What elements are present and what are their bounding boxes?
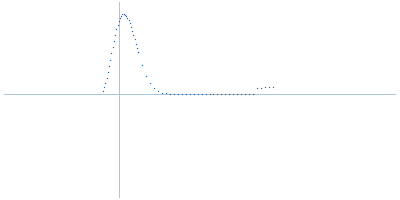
Point [125, 19, 132, 22]
Point [124, 16, 130, 19]
Point [218, 93, 224, 96]
Point [238, 93, 244, 96]
Point [105, 71, 111, 74]
Point [163, 92, 169, 95]
Point [135, 51, 142, 54]
Point [262, 86, 268, 89]
Point [147, 81, 153, 85]
Point [254, 87, 260, 90]
Point [108, 52, 115, 55]
Point [114, 23, 121, 26]
Point [155, 89, 161, 92]
Point [128, 25, 134, 29]
Point [130, 33, 137, 37]
Point [134, 47, 140, 50]
Point [202, 93, 209, 96]
Point [104, 76, 110, 80]
Point [132, 38, 138, 41]
Point [186, 93, 193, 96]
Point [234, 93, 240, 96]
Point [120, 12, 127, 16]
Point [135, 51, 142, 54]
Point [113, 28, 120, 31]
Point [101, 86, 107, 89]
Point [230, 93, 236, 96]
Point [117, 16, 123, 20]
Point [198, 93, 205, 96]
Point [182, 93, 189, 96]
Point [122, 13, 128, 16]
Point [171, 92, 177, 96]
Point [133, 42, 139, 45]
Point [100, 89, 106, 92]
Point [250, 93, 256, 96]
Point [106, 65, 112, 68]
Point [175, 92, 181, 96]
Point [143, 74, 150, 77]
Point [139, 64, 146, 67]
Point [111, 39, 117, 42]
Point [107, 58, 114, 61]
Point [110, 45, 116, 48]
Point [226, 93, 232, 96]
Point [270, 85, 276, 88]
Point [102, 81, 108, 85]
Point [190, 93, 197, 96]
Point [167, 92, 173, 95]
Point [116, 19, 122, 23]
Point [179, 93, 185, 96]
Point [210, 93, 217, 96]
Point [266, 85, 272, 88]
Point [258, 86, 264, 89]
Point [123, 14, 129, 17]
Point [126, 22, 133, 25]
Point [194, 93, 201, 96]
Point [119, 13, 126, 16]
Point [129, 29, 136, 32]
Point [206, 93, 213, 96]
Point [159, 91, 165, 94]
Point [242, 93, 248, 96]
Point [214, 93, 221, 96]
Point [112, 33, 118, 36]
Point [246, 93, 252, 96]
Point [222, 93, 228, 96]
Point [118, 14, 124, 17]
Point [151, 86, 157, 90]
